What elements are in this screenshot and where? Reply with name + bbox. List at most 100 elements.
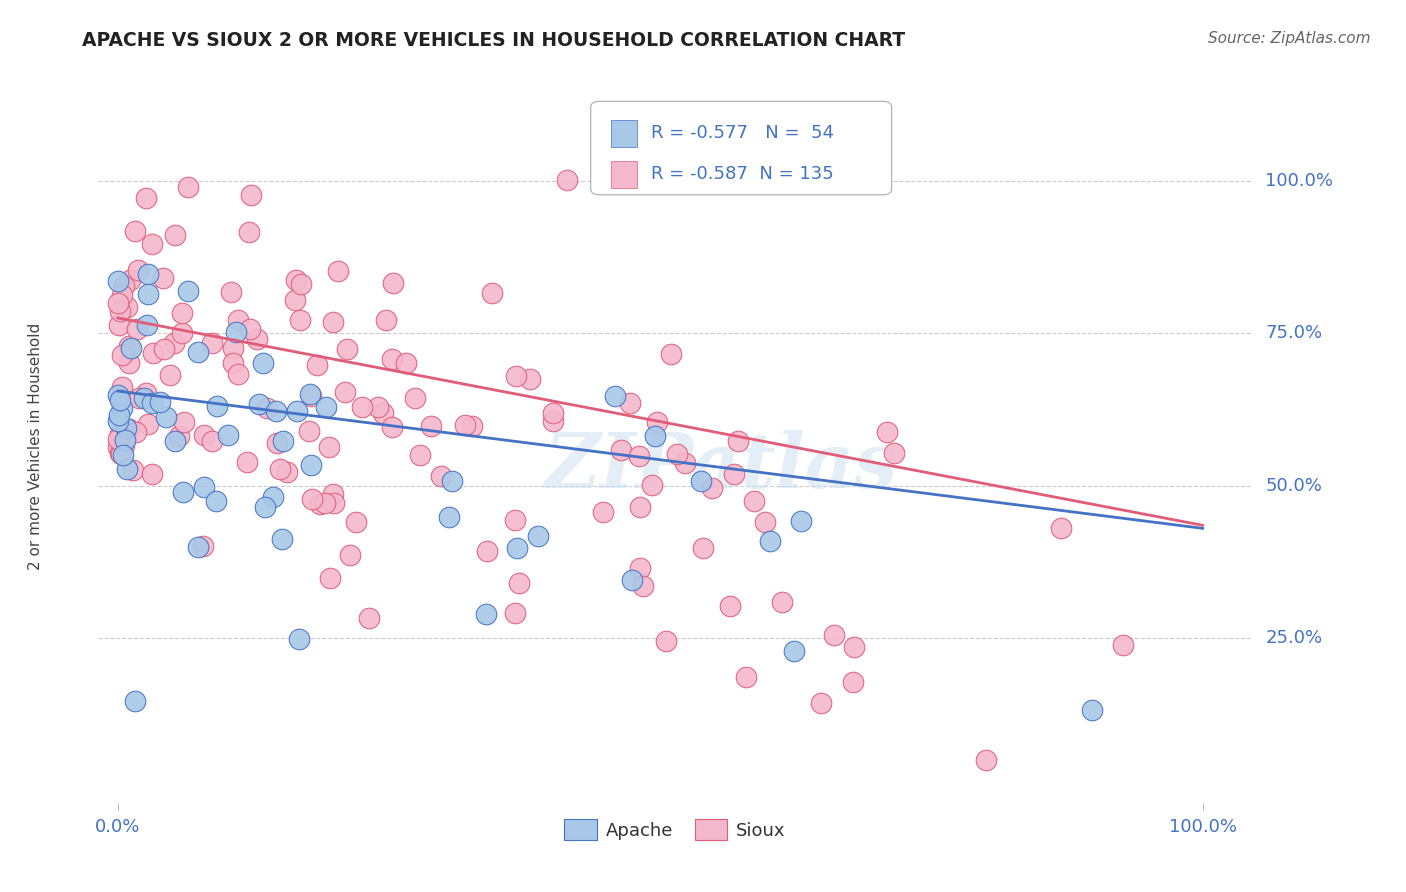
Point [810, 696, 832, 710]
Point [177, 284, 200, 298]
Point [481, 285, 503, 300]
Point [307, 358, 329, 372]
Point [420, 418, 443, 433]
FancyBboxPatch shape [591, 102, 891, 194]
Point [505, 369, 527, 384]
Point [111, 379, 134, 393]
Point [112, 438, 135, 452]
Point [665, 447, 688, 461]
Point [132, 391, 155, 405]
Point [225, 325, 247, 339]
Point [841, 675, 863, 690]
Point [271, 434, 294, 449]
Point [187, 344, 209, 359]
Point [163, 227, 186, 242]
Point [135, 385, 157, 400]
Point [823, 628, 845, 642]
Point [742, 493, 765, 508]
Point [371, 406, 394, 420]
Point [395, 356, 418, 370]
Point [163, 336, 186, 351]
Point [187, 540, 209, 554]
Point [288, 312, 311, 326]
Point [270, 532, 292, 546]
Point [108, 318, 131, 333]
Point [555, 172, 578, 186]
Text: 50.0%: 50.0% [1265, 476, 1322, 495]
Point [1112, 638, 1135, 652]
Point [193, 539, 215, 553]
Point [136, 267, 159, 281]
Point [222, 342, 245, 356]
Point [112, 279, 135, 293]
Point [238, 226, 260, 240]
Point [350, 400, 373, 414]
Point [288, 632, 311, 647]
Point [125, 425, 148, 440]
Point [155, 409, 177, 424]
Point [519, 372, 541, 386]
Point [173, 415, 195, 429]
Point [127, 262, 149, 277]
Point [118, 421, 141, 435]
Point [107, 296, 129, 310]
Point [284, 293, 307, 308]
Point [201, 335, 224, 350]
Point [754, 515, 776, 529]
Point [477, 544, 499, 558]
Point [108, 392, 131, 407]
Point [315, 400, 337, 414]
Point [628, 500, 651, 515]
Point [128, 391, 150, 405]
Point [323, 496, 346, 510]
Point [883, 445, 905, 459]
Point [404, 392, 426, 406]
Point [107, 432, 129, 446]
Point [299, 458, 322, 473]
Point [603, 389, 626, 403]
Point [720, 599, 742, 613]
Point [141, 467, 163, 481]
Text: R = -0.587  N = 135: R = -0.587 N = 135 [651, 165, 834, 184]
Point [727, 434, 749, 448]
Point [266, 436, 288, 450]
FancyBboxPatch shape [612, 161, 637, 188]
Text: 25.0%: 25.0% [1265, 629, 1323, 647]
Point [322, 487, 344, 501]
Point [503, 513, 526, 527]
Point [319, 571, 342, 585]
Point [108, 408, 131, 422]
Point [256, 401, 278, 416]
Point [136, 318, 159, 333]
Point [246, 332, 269, 346]
Point [344, 515, 367, 529]
Point [645, 415, 668, 429]
Point [640, 477, 662, 491]
Point [125, 322, 148, 336]
Point [205, 493, 228, 508]
Point [655, 634, 678, 648]
Point [228, 367, 250, 381]
Point [163, 434, 186, 448]
Point [107, 440, 129, 454]
Point [201, 434, 224, 448]
Point [172, 326, 194, 341]
Point [135, 191, 157, 205]
Point [619, 396, 641, 410]
Point [508, 575, 530, 590]
Point [526, 529, 548, 543]
Point [114, 431, 136, 445]
Text: R = -0.577   N =  54: R = -0.577 N = 54 [651, 124, 834, 143]
Point [111, 348, 134, 362]
Point [124, 224, 146, 238]
Point [314, 496, 336, 510]
Point [115, 421, 138, 435]
Point [381, 352, 404, 367]
Point [453, 418, 475, 433]
Point [172, 484, 194, 499]
Point [673, 456, 696, 470]
Point [217, 428, 239, 442]
Point [115, 301, 138, 315]
Point [120, 272, 142, 286]
Point [269, 462, 291, 476]
